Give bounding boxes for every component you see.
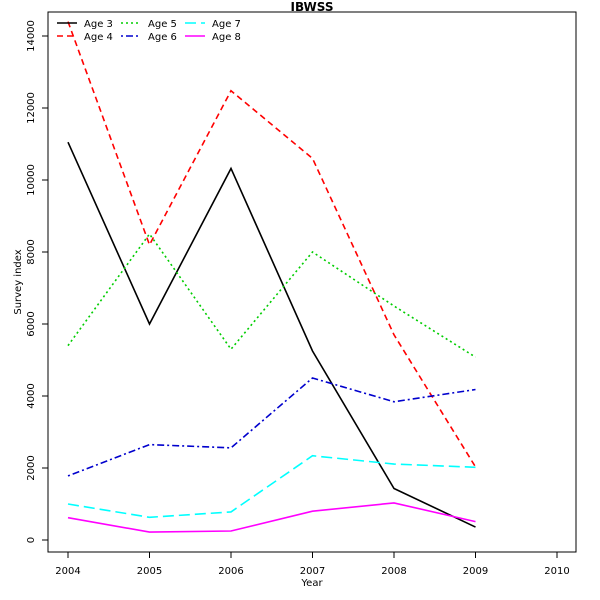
y-tick-label: 8000 [26, 239, 37, 264]
legend-label: Age 7 [212, 19, 241, 30]
legend-label: Age 3 [84, 19, 113, 30]
legend-label: Age 8 [212, 32, 241, 43]
y-tick-label: 4000 [26, 383, 37, 408]
legend-label: Age 4 [84, 32, 113, 43]
series-layer [67, 21, 477, 533]
y-tick-label: 12000 [26, 92, 37, 124]
y-axis: 0 2000 4000 6000 8000 10000 12000 14000 [26, 20, 49, 543]
series-line [67, 21, 477, 468]
y-tick-label: 14000 [26, 20, 37, 52]
series-line [67, 377, 476, 477]
x-tick-label: 2004 [55, 566, 80, 577]
x-tick-label: 2009 [463, 566, 488, 577]
legend: Age 3 Age 4 Age 5 Age 6 Age 7 Age 8 [57, 19, 241, 43]
series-line [67, 141, 476, 528]
y-tick-label: 10000 [26, 164, 37, 196]
x-tick-label: 2010 [544, 566, 569, 577]
series-line [67, 454, 476, 519]
y-tick-label: 2000 [26, 455, 37, 480]
series-line [67, 502, 476, 533]
y-tick-label: 0 [26, 537, 37, 543]
y-tick-label: 6000 [26, 311, 37, 336]
y-axis-label: Survey index [13, 249, 24, 314]
series-line [67, 232, 476, 358]
x-tick-label: 2007 [300, 566, 325, 577]
x-axis: 2004 2005 2006 2007 2008 2009 2010 [55, 551, 570, 577]
x-tick-label: 2006 [218, 566, 243, 577]
chart-title: IBWSS [291, 0, 334, 14]
x-axis-label: Year [300, 578, 323, 589]
x-tick-label: 2008 [381, 566, 406, 577]
plot-frame [47, 11, 577, 553]
legend-label: Age 6 [148, 32, 177, 43]
x-tick-label: 2005 [137, 566, 162, 577]
legend-label: Age 5 [148, 19, 177, 30]
